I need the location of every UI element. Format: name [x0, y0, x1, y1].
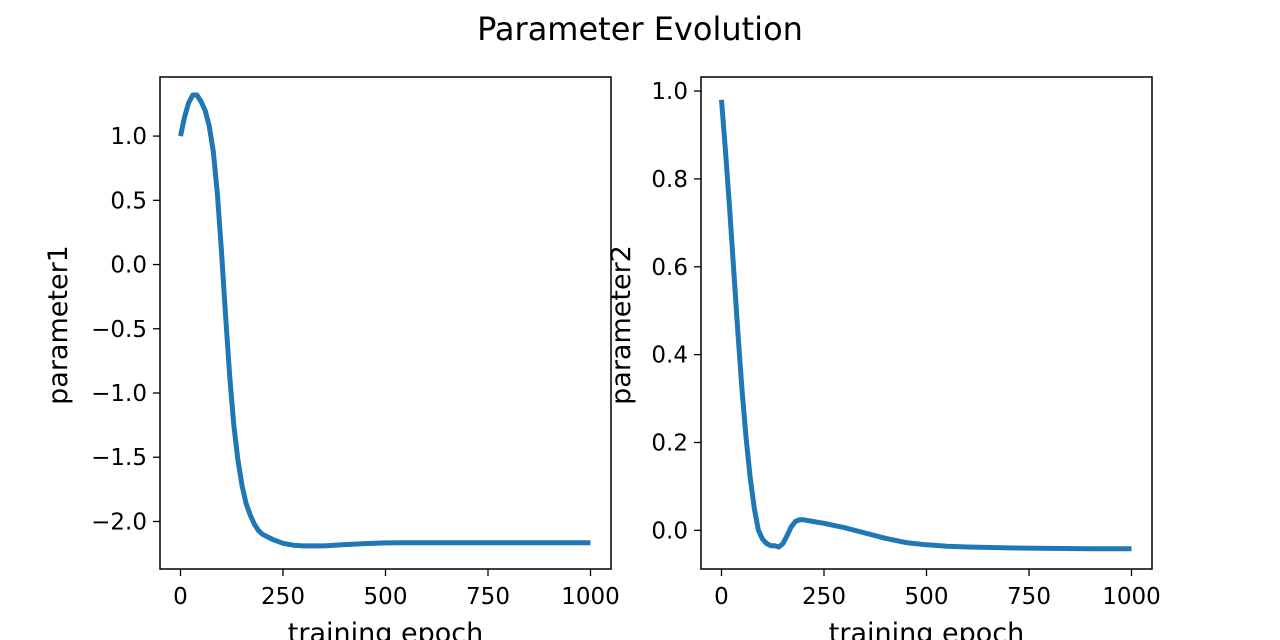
y-tick-label: 0.2	[651, 430, 688, 456]
x-tick-label: 1000	[1102, 584, 1161, 610]
x-tick-label: 1000	[561, 584, 620, 610]
y-tick-label: 0.8	[651, 167, 688, 193]
y-axis-label: parameter2	[606, 245, 637, 405]
x-tick-label: 500	[905, 584, 949, 610]
y-tick-label: 0.5	[110, 188, 147, 214]
x-tick-label: 0	[173, 584, 188, 610]
x-tick-label: 250	[261, 584, 305, 610]
subplot-parameter1: 0 250 500 750 1000 1.0 0.5 0.0 −0.5 −1.0 −1.5 −2.0…	[43, 76, 620, 640]
y-tick-label: 0.0	[651, 518, 688, 544]
y-tick-label: 0.6	[651, 255, 688, 281]
y-tick-label: 0.4	[651, 343, 688, 369]
y-tick-label: −0.5	[91, 317, 147, 343]
x-tick-label: 0	[714, 584, 729, 610]
y-tick-label: −1.0	[91, 381, 147, 407]
x-tick-label: 250	[802, 584, 846, 610]
y-tick-label: 1.0	[651, 79, 688, 105]
y-tick-label: −1.5	[91, 445, 147, 471]
y-tick-label: 1.0	[110, 124, 147, 150]
x-axis-label: training epoch	[829, 618, 1024, 640]
series-line	[178, 92, 591, 549]
subplot-parameter2: 0 250 500 750 1000 1.0 0.8 0.6 0.4 0.2 0.0 traini…	[606, 76, 1161, 640]
y-tick-label: 0.0	[110, 253, 147, 279]
x-tick-label: 500	[364, 584, 408, 610]
figure-title: Parameter Evolution	[477, 10, 803, 48]
y-tick-label: −2.0	[91, 509, 147, 535]
series-line	[719, 99, 1132, 552]
y-axis-label: parameter1	[43, 245, 74, 405]
x-axis-label: training epoch	[288, 618, 483, 640]
x-tick-label: 750	[466, 584, 510, 610]
axes-frame	[700, 76, 1153, 570]
x-tick-label: 750	[1007, 584, 1051, 610]
